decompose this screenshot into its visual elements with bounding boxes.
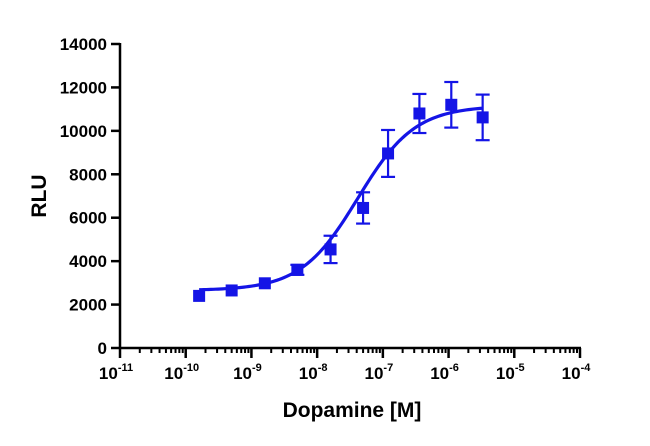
x-tick-label: 10-11 [99,362,133,383]
y-tick-label: 4000 [69,252,107,271]
x-tick-label: 10-10 [164,362,199,383]
x-tick-label: 10-7 [365,362,394,383]
y-axis-label: RLU [28,174,51,217]
x-tick-label: 10-5 [496,362,525,383]
y-tick-label: 0 [98,339,107,358]
data-points [193,80,490,302]
data-point [258,277,271,290]
data-point [382,147,395,160]
data-point [357,201,370,214]
data-point [476,111,489,124]
data-point [413,107,426,120]
x-tick-label: 10-9 [233,362,262,383]
fit-curve [199,106,483,292]
y-tick-label: 8000 [69,165,107,184]
y-tick-label: 2000 [69,296,107,315]
y-tick-label: 6000 [69,209,107,228]
y-tick-label: 12000 [60,78,107,97]
data-point [445,98,458,111]
data-point [225,284,238,297]
x-tick-label: 10-8 [299,362,328,383]
y-tick-label: 14000 [60,35,107,54]
x-axis-label: Dopamine [M] [283,399,422,422]
data-point [291,263,304,276]
axes [111,42,582,358]
data-point [193,289,206,302]
data-point [324,243,337,256]
y-tick-label: 10000 [60,122,107,141]
tick-labels: 0 2000 4000 6000 8000 10000 12000 14000 10-11 10-… [60,35,592,383]
x-tick-label: 10-4 [562,362,592,383]
x-tick-label: 10-6 [430,362,459,383]
